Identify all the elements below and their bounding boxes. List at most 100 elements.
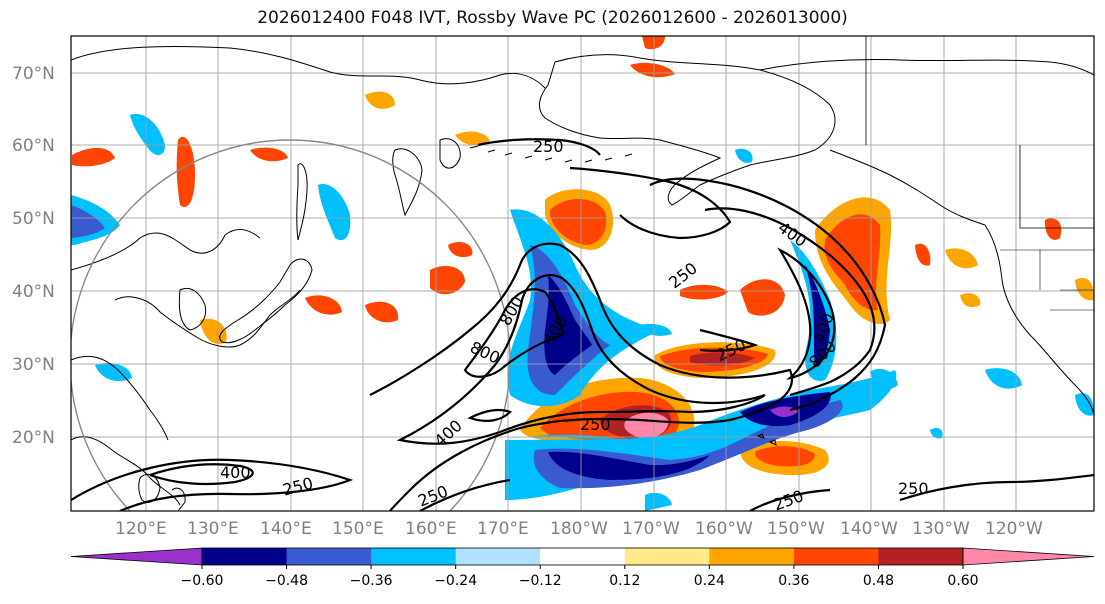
negative-anomaly-region xyxy=(735,148,753,163)
positive-anomaly-region xyxy=(176,136,195,207)
longitude-label: 140°E xyxy=(260,519,312,539)
latitude-label: 40°N xyxy=(12,282,55,302)
contour-250 xyxy=(749,488,831,511)
shading-layer xyxy=(71,36,1094,511)
longitude-label: 130°E xyxy=(187,519,239,539)
positive-anomaly-region xyxy=(740,279,785,316)
longitude-label: 150°E xyxy=(332,519,384,539)
contour-250 xyxy=(71,458,354,511)
negative-anomaly-region xyxy=(95,362,132,382)
contour-800 xyxy=(463,288,565,378)
positive-anomaly-region xyxy=(755,446,815,467)
colorbar-extension-max xyxy=(962,547,1095,566)
latitude-labels: 70°N 60°N 50°N 40°N 30°N 20°N xyxy=(12,64,55,448)
contour-label: 250 xyxy=(533,137,564,156)
positive-anomaly-region xyxy=(945,248,978,269)
longitude-label: 170°W xyxy=(622,519,680,539)
positive-anomaly-region xyxy=(305,295,342,315)
contour-250 xyxy=(699,328,759,352)
negative-anomaly-region xyxy=(640,324,672,336)
colorbar-segment xyxy=(371,548,457,565)
canada-coastline xyxy=(759,58,1094,226)
hawaii-islands xyxy=(756,433,777,446)
latitude-label: 70°N xyxy=(12,64,55,84)
colorbar-tick-label: 0.12 xyxy=(609,573,640,589)
longitude-label: 160°E xyxy=(405,519,457,539)
positive-anomaly-region xyxy=(365,91,395,109)
north-america-west-coastline xyxy=(984,224,1094,416)
positive-anomaly-region xyxy=(365,301,399,323)
contour-label: 250 xyxy=(898,479,929,498)
contour-400 xyxy=(704,207,876,397)
negative-anomaly-region xyxy=(548,451,710,480)
contour-400 xyxy=(396,274,766,445)
colorbar-segment xyxy=(202,548,288,565)
canada-border xyxy=(865,36,1094,229)
ivt-contours xyxy=(71,138,1094,511)
negative-anomaly-region xyxy=(930,427,943,439)
japan-coastline xyxy=(219,258,313,344)
colorbar-segment xyxy=(540,548,626,565)
positive-anomaly-region xyxy=(430,266,465,295)
positive-anomaly-region xyxy=(550,198,607,245)
longitude-label: 180°W xyxy=(550,519,608,539)
positive-anomaly-region xyxy=(448,241,473,258)
contour-250 xyxy=(369,242,793,511)
colorbar-tick-label: 0.48 xyxy=(863,573,894,589)
colorbar-tick-label: −0.24 xyxy=(434,573,477,589)
negative-anomaly-region xyxy=(645,492,672,511)
positive-anomaly-region xyxy=(630,62,675,78)
colorbar-segment xyxy=(878,548,964,565)
colorbar-outline xyxy=(201,547,964,566)
contour-250 xyxy=(649,177,887,412)
colorbar-tick-label: −0.48 xyxy=(265,573,308,589)
longitude-label: 120°E xyxy=(115,519,167,539)
contour-400 xyxy=(149,463,254,486)
longitude-label: 130°W xyxy=(912,519,970,539)
positive-anomaly-region xyxy=(824,214,881,311)
negative-anomaly-region xyxy=(318,184,351,241)
positive-anomaly-region xyxy=(690,352,755,366)
colorbar: −0.60 −0.48 −0.36 −0.24 −0.12 0.12 0.24 0.36 0.4… xyxy=(70,547,1095,589)
latitude-label: 20°N xyxy=(12,428,55,448)
longitude-label: 170°E xyxy=(477,519,529,539)
contour-label: 400 xyxy=(220,463,251,482)
colorbar-tick-label: −0.36 xyxy=(350,573,393,589)
contour-250 xyxy=(477,138,601,156)
positive-anomaly-region xyxy=(960,293,981,308)
colorbar-segment xyxy=(624,548,710,565)
positive-anomaly-region xyxy=(1044,218,1062,240)
positive-anomaly-region xyxy=(72,147,115,167)
negative-anomaly-region xyxy=(71,205,105,238)
contour-250 xyxy=(569,166,732,240)
negative-anomaly-region xyxy=(805,265,830,366)
positive-anomaly-region xyxy=(680,284,728,300)
contour-800 xyxy=(777,247,836,380)
negative-anomaly-region xyxy=(870,368,898,389)
colorbar-tick-label: 0.60 xyxy=(947,573,978,589)
negative-anomaly-region xyxy=(544,275,592,375)
colorbar-tick-label: −0.60 xyxy=(181,573,224,589)
aleutian-islands xyxy=(469,145,633,163)
map-frame xyxy=(70,35,1095,512)
negative-anomaly-region xyxy=(1075,393,1094,416)
colorbar-extension-min xyxy=(70,547,203,566)
positive-anomaly-region xyxy=(455,131,490,146)
alaska-coastline xyxy=(538,54,836,206)
positive-anomaly-region xyxy=(1075,277,1094,301)
longitude-label: 150°W xyxy=(767,519,825,539)
colorbar-tick-label: 0.36 xyxy=(778,573,809,589)
contour-label: 250 xyxy=(580,415,611,434)
longitude-label: 160°W xyxy=(695,519,753,539)
colorbar-tick-label: −0.12 xyxy=(519,573,562,589)
latitude-label: 30°N xyxy=(12,355,55,375)
coastlines xyxy=(71,36,1094,511)
colorbar-segment xyxy=(455,548,541,565)
longitude-label: 120°W xyxy=(985,519,1043,539)
us-state-borders xyxy=(1000,249,1094,311)
colorbar-segment xyxy=(793,548,879,565)
positive-anomaly-region xyxy=(915,243,931,266)
longitude-labels: 120°E 130°E 140°E 150°E 160°E 170°E 180°… xyxy=(115,519,1043,539)
sakhalin-coastline xyxy=(296,163,308,241)
